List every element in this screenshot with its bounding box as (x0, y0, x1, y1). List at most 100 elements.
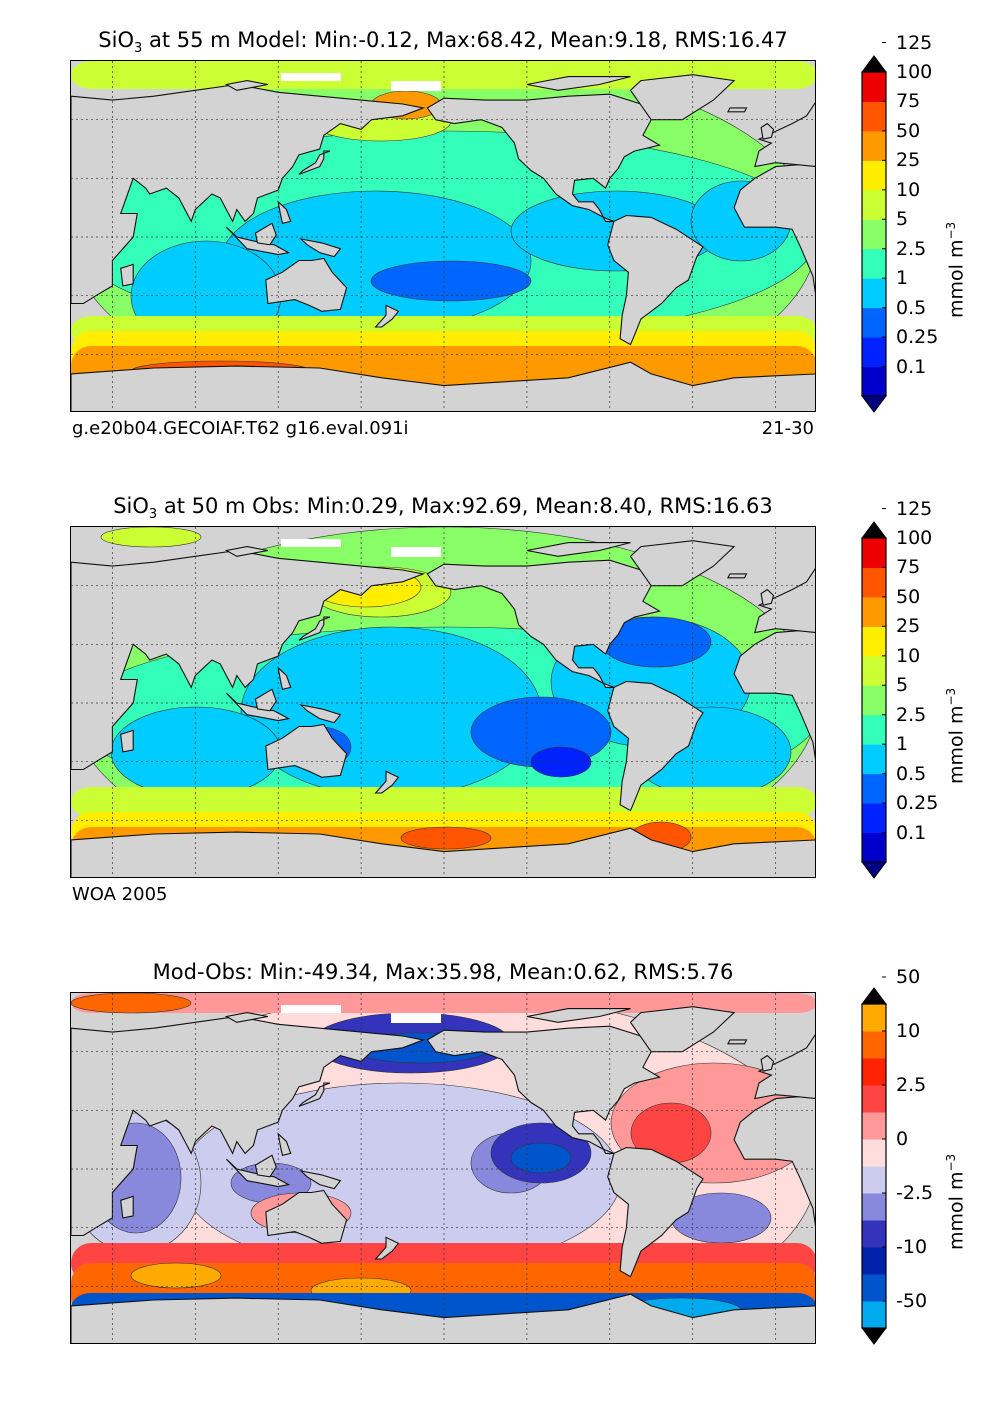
contour-band (370, 260, 532, 302)
colorbar-segment (862, 1031, 886, 1059)
land-mass (71, 83, 426, 305)
panel-model: SiO3 at 55 m Model: Min:-0.12, Max:68.42… (0, 28, 1004, 488)
land-mass (299, 1170, 342, 1190)
land-mass (120, 263, 134, 287)
colorbar-segment (862, 626, 886, 657)
land-mass (426, 559, 661, 688)
colorbar-arrow-high (861, 987, 887, 1005)
colorbar-segment (862, 803, 886, 834)
land-mass (526, 542, 631, 557)
land-mass (726, 1039, 748, 1045)
colorbar-segment (862, 744, 886, 775)
colorbar-segment (862, 655, 886, 686)
graticule (71, 61, 815, 411)
contour-band (71, 993, 192, 1014)
land-mass (254, 222, 277, 246)
land-mass (224, 1012, 269, 1023)
land-mass (629, 1006, 736, 1053)
land-mass (254, 1154, 277, 1178)
colorbar-segment (862, 248, 886, 279)
colorbar-tick-label: 75 (896, 556, 921, 579)
world-map (70, 60, 816, 412)
colorbar-tick-label: 0.1 (896, 355, 927, 378)
colorbar-arrow-high (861, 55, 887, 73)
colorbar-tick-label: 1 (896, 267, 909, 290)
colorbar-tick-label: -50 (896, 1290, 928, 1312)
colorbar-segment (862, 337, 886, 368)
land-mass (733, 164, 815, 294)
land-mass (374, 304, 400, 328)
colorbar-arrow-low (861, 395, 887, 413)
land-mass (607, 680, 704, 812)
colorbar-tick-label: 10 (896, 644, 921, 667)
colorbar-segment (862, 1112, 886, 1140)
land-mass (754, 568, 815, 634)
colorbar-segment (862, 1301, 886, 1329)
land-mass (254, 688, 277, 712)
colorbar-tick-label: 100 (896, 527, 933, 549)
contour-band (400, 826, 492, 850)
land-layer (71, 74, 815, 411)
land-mass (277, 666, 292, 690)
land-mass (426, 1025, 661, 1154)
land-mass (629, 74, 736, 121)
land-mass (299, 704, 342, 724)
colorbar-segment (862, 685, 886, 716)
contour-band (71, 993, 815, 1013)
land-mass (733, 630, 815, 760)
land-mass (733, 1096, 815, 1226)
panel-obs: SiO3 at 50 m Obs: Min:0.29, Max:92.69, M… (0, 494, 1004, 954)
missing-data (281, 1005, 341, 1013)
colorbar-segment (862, 567, 886, 598)
land-mass (226, 226, 291, 256)
source-label: WOA 2005 (72, 884, 168, 905)
panel-title: SiO3 at 50 m Obs: Min:0.29, Max:92.69, M… (113, 494, 773, 523)
land-mass (299, 238, 342, 258)
colorbar-segment (862, 278, 886, 309)
colorbar-segment (862, 307, 886, 338)
colorbar-segment (862, 773, 886, 804)
land-mass (754, 1034, 815, 1100)
colorbar-segment (862, 130, 886, 161)
land-mass (265, 723, 348, 778)
contour-band (130, 1262, 222, 1289)
colorbar-tick-label: 2.5 (896, 237, 927, 260)
world-map (70, 526, 816, 878)
colorbar-segment (862, 189, 886, 220)
run-label: g.e20b04.GECOIAF.T62 g16.eval.091i (72, 418, 409, 439)
colorbar-segment (862, 160, 886, 191)
colorbar-unit: mmol m−3 (944, 1153, 968, 1250)
colorbar-tick-label: 2.5 (896, 703, 927, 726)
land-mass (526, 76, 631, 91)
contour-band (510, 1142, 572, 1174)
land-mass (426, 93, 661, 222)
land-mass (607, 214, 704, 346)
land-mass (120, 1195, 134, 1219)
colorbar (861, 976, 887, 1345)
colorbar-segment (862, 366, 886, 397)
land-mass (526, 1008, 631, 1023)
map-field (71, 527, 815, 877)
land-mass (754, 102, 815, 168)
land-layer (71, 540, 815, 877)
colorbar-tick-label: 1 (896, 733, 909, 756)
world-map (70, 992, 816, 1344)
land-mass (760, 588, 775, 606)
colorbar-tick-label: 0 (896, 1128, 909, 1150)
land-mass (226, 1158, 291, 1188)
land-mass (760, 1054, 775, 1072)
colorbar (861, 42, 887, 413)
land-mass (726, 107, 748, 113)
colorbar-tick-label: 75 (896, 90, 921, 113)
colorbar-segment (862, 1085, 886, 1113)
land-mass (265, 1189, 348, 1244)
colorbar-segment (862, 1139, 886, 1167)
colorbar-segment (862, 1220, 886, 1248)
land-mass (71, 1015, 426, 1237)
land-mass (224, 80, 269, 91)
graticule (71, 993, 815, 1343)
colorbar-tick-label: -10 (896, 1236, 928, 1258)
land-layer (71, 1006, 815, 1343)
land-mass (298, 150, 331, 175)
year-range-label: 21-30 (761, 418, 814, 439)
